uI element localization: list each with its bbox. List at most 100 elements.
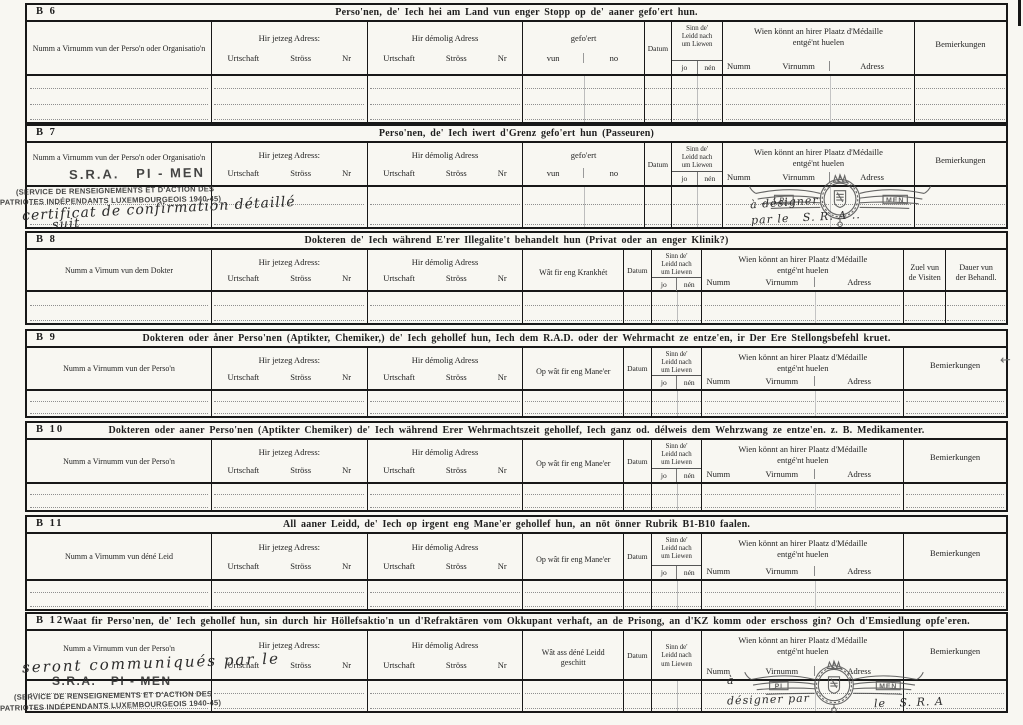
col-date-header: Datum [624, 348, 652, 389]
section-id: B 8 [36, 234, 57, 245]
still-alive-label-line: Sinn de' [665, 253, 688, 260]
nr-label: Nr [497, 560, 507, 571]
medal-recipient-label-line: entgé'nt huelen [777, 363, 829, 374]
still-alive-label-line: Leidd nach [661, 451, 692, 459]
entry-cell [624, 581, 652, 595]
section-title-bar: B 12 Waat fir Perso'nen, de' Iech geholle… [27, 614, 1006, 631]
entry-rows [27, 581, 1006, 609]
dotted-writing-line [672, 204, 722, 205]
entry-cell [702, 307, 905, 323]
entry-cell [624, 403, 652, 416]
entry-cell [946, 308, 1006, 324]
yes-no-sublabels: jo nén [672, 60, 723, 74]
col-middle-header: Op wât fir eng Mane'er [523, 534, 625, 579]
entry-cell [27, 187, 213, 207]
dotted-writing-line [705, 400, 901, 402]
address-label: Hir démolig Adress [411, 256, 479, 267]
dotted-writing-line [705, 708, 901, 709]
yes-label: jo [652, 376, 678, 390]
entry-cell [904, 497, 1006, 510]
entry-cell [723, 76, 915, 92]
entry-row [27, 307, 1006, 324]
section-title: Dokteren oder åner Perso'nen (Aptikter, … [142, 333, 891, 344]
col-middle-header: Wât ass déné Leidd geschitt [523, 631, 625, 679]
entry-row [27, 581, 1006, 595]
name-column-label: Numm a Virnumm vun der Perso'n [63, 643, 175, 653]
entry-row [27, 91, 1006, 107]
dotted-writing-line [524, 400, 622, 402]
entry-cell [27, 403, 213, 416]
entry-cell [702, 403, 905, 416]
col-date-header: Datum [645, 22, 673, 74]
dotted-writing-line [916, 88, 1005, 90]
dotted-writing-line [645, 224, 671, 225]
stross-label: Ströss [290, 659, 312, 670]
col-medal-recipient-header: Wien könnt an hirer Plaatz d'Médaille ent… [702, 534, 905, 579]
entry-cell [368, 307, 524, 323]
entry-row [27, 187, 1006, 207]
middle-label: Op wât fir eng Mane'er [523, 549, 623, 565]
numm-label: Numm [706, 376, 731, 386]
entry-row [27, 106, 1006, 123]
entry-cell [946, 292, 1006, 308]
dotted-writing-line [29, 606, 209, 607]
address-label: Hir jetzeg Adress: [258, 542, 321, 553]
entry-rows [27, 187, 1006, 227]
col-name-header: Numm a Virnumm vun der Perso'n oder Orga… [27, 143, 213, 185]
date-label: Datum [647, 43, 669, 53]
medal-recipient-label-line: Wien könnt an hirer Plaatz d'Médaille [738, 352, 868, 362]
entry-cell [523, 91, 645, 107]
entry-cell [212, 696, 368, 711]
entry-cell [624, 497, 652, 510]
section-title: Dokteren oder aaner Perso'nen (Aptikter … [108, 425, 925, 436]
entry-cell [368, 76, 524, 92]
medal-recipient-sublabels: Numm Virnumm Adress [723, 61, 914, 71]
dotted-writing-line [652, 606, 701, 607]
yes-label: jo [652, 278, 678, 292]
tail-label-line: Zuel vun [910, 263, 940, 272]
entry-cell [368, 391, 524, 404]
dotted-writing-line [645, 204, 671, 205]
entry-cell [624, 307, 652, 323]
entry-cell [672, 106, 724, 123]
nr-label: Nr [342, 659, 352, 670]
section-title: Perso'nen, de' Iech hei am Land vun enge… [335, 7, 698, 18]
stross-label: Ströss [445, 53, 467, 64]
dotted-writing-line [905, 708, 1005, 709]
entry-cell [212, 681, 368, 696]
entry-cell [624, 696, 652, 711]
dotted-writing-line [525, 88, 642, 90]
middle-sublabels: vun no [523, 167, 643, 178]
tail-label: Dauer vun der Behandl. [946, 257, 1006, 283]
adress-label: Adress [829, 61, 914, 71]
middle-label-line: Op wât fir eng Mane'er [536, 366, 611, 376]
section-title-bar: B 9 Dokteren oder åner Perso'nen (Aptikte… [27, 331, 1006, 348]
dotted-writing-line [525, 224, 642, 225]
entry-cell [624, 595, 652, 609]
still-alive-label-line: Sinn de' [665, 443, 688, 450]
entry-cell [652, 391, 703, 404]
dotted-writing-line [652, 708, 701, 709]
date-label: Datum [627, 650, 648, 660]
dotted-writing-line [705, 507, 901, 508]
entry-cell [904, 696, 1006, 711]
dotted-writing-line [369, 606, 521, 607]
dotted-writing-line [524, 494, 622, 495]
entry-row [27, 696, 1006, 711]
col-middle-header: gefo'ert vun no [523, 143, 645, 185]
nr-label: Nr [497, 464, 507, 475]
date-label: Datum [627, 552, 648, 561]
entry-row [27, 292, 1006, 308]
entry-cell [212, 403, 368, 416]
dotted-writing-line [624, 320, 651, 321]
dotted-writing-line [29, 592, 209, 593]
middle-label: gefo'ert [570, 32, 597, 43]
yes-label: jo [652, 469, 678, 482]
dotted-writing-line [672, 118, 722, 120]
dotted-writing-line [369, 494, 521, 495]
address-label: Hir jetzeg Adress: [258, 447, 321, 458]
medal-recipient-label: Wien könnt an hirer Plaatz d'Médaille ent… [723, 22, 914, 49]
entry-cell [624, 681, 652, 696]
medal-recipient-label-line: entgé'nt huelen [777, 265, 829, 276]
dotted-writing-line [524, 708, 622, 709]
